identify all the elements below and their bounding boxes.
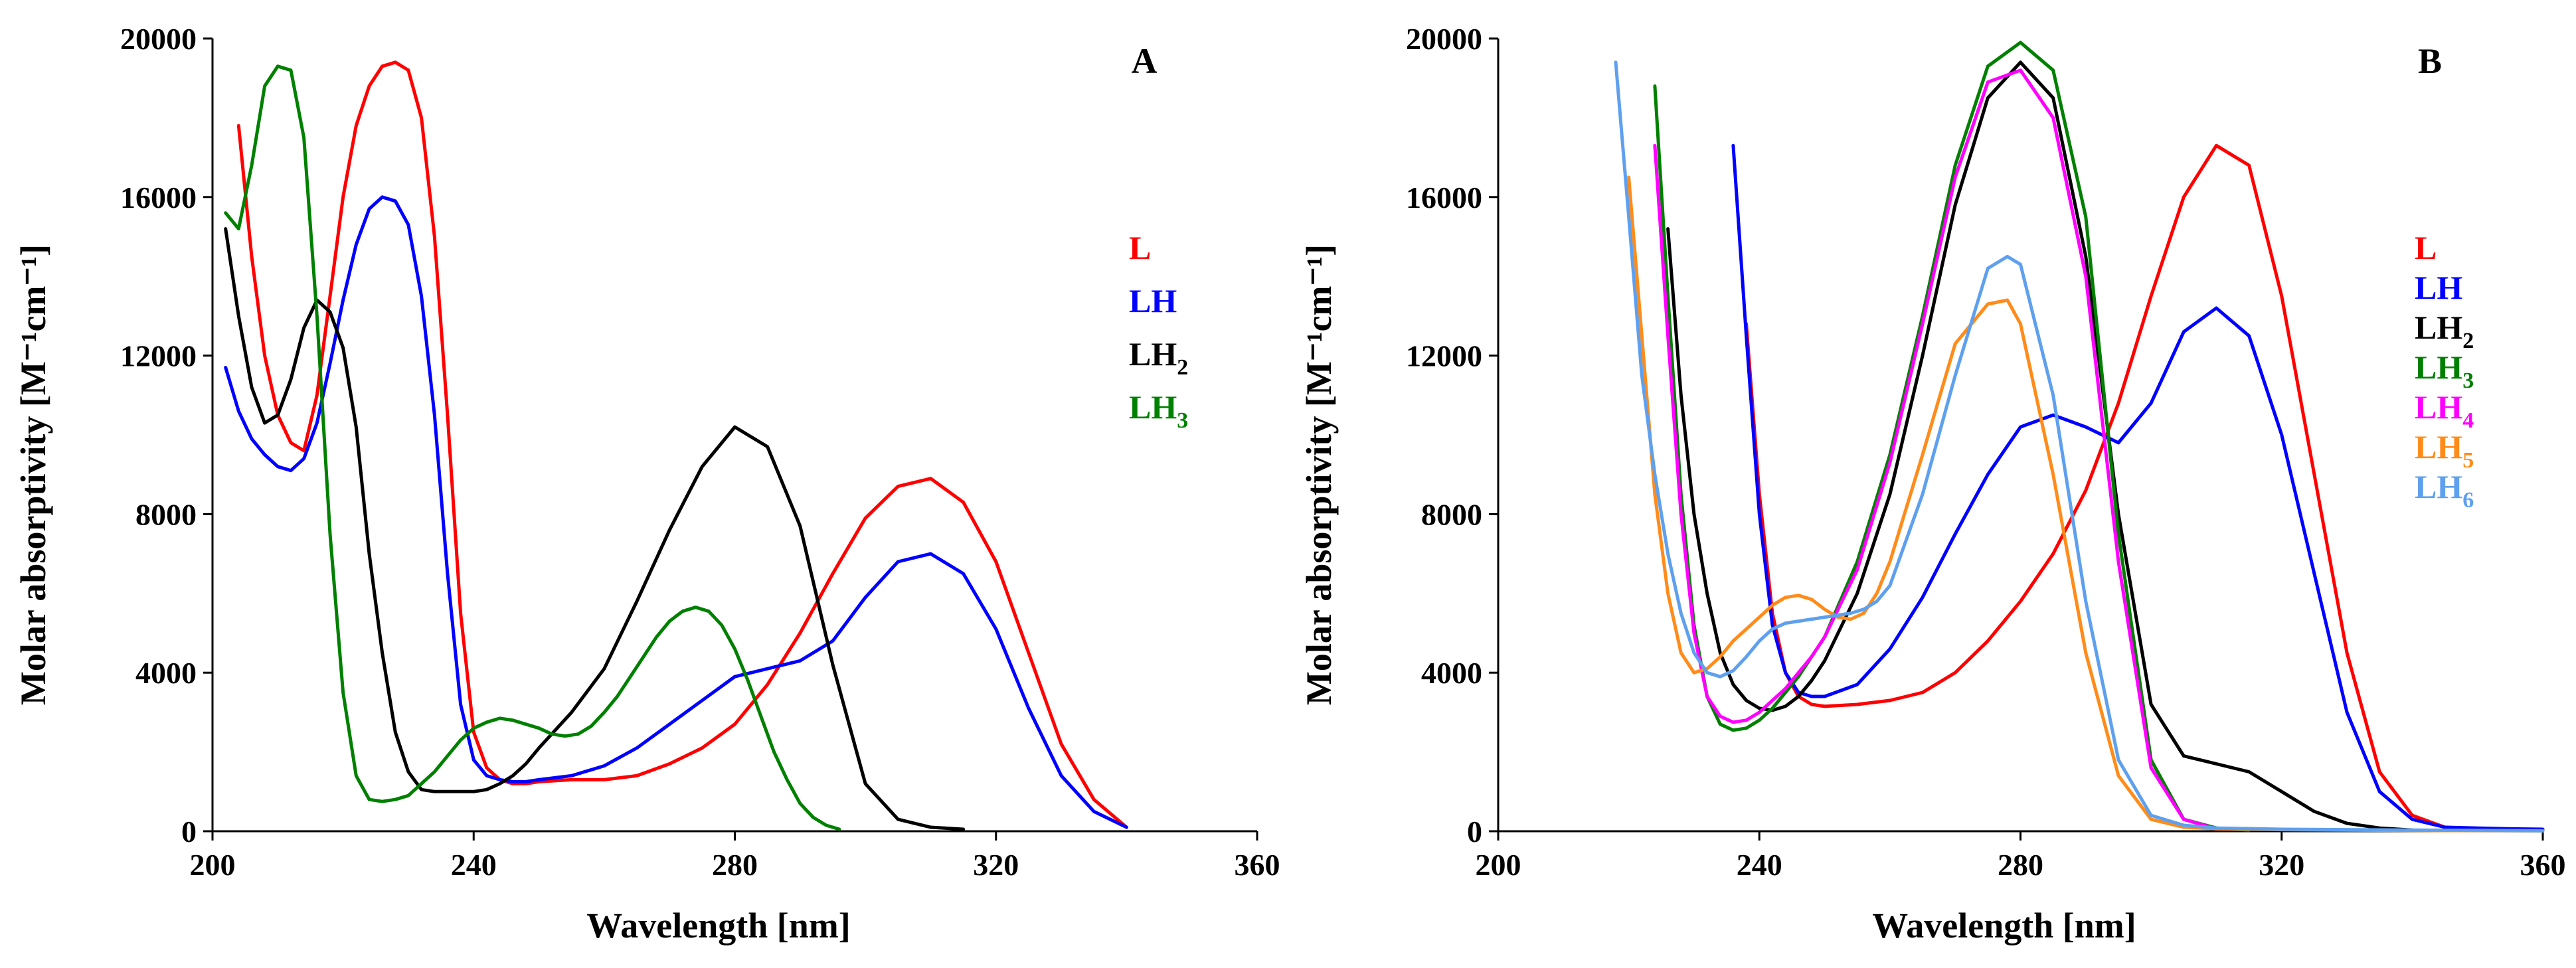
y-tick-label-a: 12000 xyxy=(120,339,197,373)
x-tick-label-b: 280 xyxy=(1998,848,2043,882)
series-a xyxy=(224,60,1128,831)
legend-entry-a-l: L xyxy=(1129,229,1151,266)
legend-subscript: 2 xyxy=(2462,329,2474,353)
y-tick-label-b: 12000 xyxy=(1406,339,1482,373)
y-tick-label-a: 4000 xyxy=(135,656,197,690)
y-axis-title-a: Molar absorptivity [M⁻¹cm⁻¹] xyxy=(13,244,53,705)
legend-entry-b-lh6: LH6 xyxy=(2415,468,2474,513)
y-tick-label-a: 8000 xyxy=(135,497,197,531)
x-tick-label-a: 280 xyxy=(712,848,758,882)
series-line-b-lh3 xyxy=(1653,40,2251,832)
series-line-b-lh xyxy=(1731,143,2545,831)
legend-subscript: 2 xyxy=(1177,355,1188,380)
x-tick-label-b: 320 xyxy=(2259,848,2304,882)
legend-entry-b-l: L xyxy=(2415,229,2437,266)
y-tick-label-b: 20000 xyxy=(1406,22,1482,56)
panel-label-a: A xyxy=(1132,41,1158,81)
x-tick-label-a: 320 xyxy=(973,848,1019,882)
series-line-a-lh2 xyxy=(224,227,966,831)
series-line-b-lh6 xyxy=(1614,60,2545,833)
series-line-b-lh5 xyxy=(1627,175,2545,833)
legend-subscript: 4 xyxy=(2462,408,2474,433)
series-b xyxy=(1614,40,2545,833)
series-line-b-lh2 xyxy=(1666,60,2414,832)
series-line-b-l xyxy=(1745,143,2545,833)
y-tick-label-b: 0 xyxy=(1467,815,1482,848)
x-tick-label-a: 360 xyxy=(1235,848,1280,882)
panel-label-b: B xyxy=(2418,41,2442,81)
x-axis-title-a: Wavelength [nm] xyxy=(586,906,851,945)
legend-entry-b-lh3: LH3 xyxy=(2415,349,2474,393)
legend-entry-b-lh: LH xyxy=(2415,269,2462,306)
series-line-a-lh3 xyxy=(224,64,841,831)
y-tick-label-a: 16000 xyxy=(120,181,197,214)
legend-a: L LH LH2 LH3 xyxy=(1129,229,1188,433)
y-tick-label-a: 20000 xyxy=(120,22,197,56)
x-tick-label-b: 200 xyxy=(1476,848,1521,882)
y-tick-label-b: 8000 xyxy=(1421,497,1482,531)
legend-entry-b-lh4: LH4 xyxy=(2415,388,2474,433)
x-tick-label-a: 240 xyxy=(451,848,497,882)
legend-subscript: 3 xyxy=(2462,368,2474,393)
panel-b: Molar absorptivity [M⁻¹cm⁻¹] Wavelength … xyxy=(1299,22,2566,945)
y-tick-label-b: 4000 xyxy=(1421,656,1482,690)
axes-a: 0 4000 8000 12000 16000 20000 200 240 280 320 360 xyxy=(120,22,1280,882)
x-tick-label-a: 200 xyxy=(190,848,236,882)
axes-b: 0 4000 8000 12000 16000 20000 200 240 280 320 360 xyxy=(1406,22,2566,882)
series-line-a-l xyxy=(236,60,1128,829)
panel-a: Molar absorptivity [M⁻¹cm⁻¹] Wavelength … xyxy=(13,22,1280,945)
legend-entry-b-lh2: LH2 xyxy=(2415,309,2474,353)
legend-entry-a-lh3: LH3 xyxy=(1129,388,1188,433)
legend-subscript: 6 xyxy=(2462,488,2474,513)
x-tick-label-b: 240 xyxy=(1737,848,1782,882)
legend-entry-b-lh5: LH5 xyxy=(2415,428,2474,473)
y-tick-label-a: 0 xyxy=(181,815,197,848)
legend-subscript: 3 xyxy=(1177,408,1188,433)
legend-entry-a-lh2: LH2 xyxy=(1129,335,1188,380)
legend-subscript: 5 xyxy=(2462,448,2474,473)
series-line-a-lh xyxy=(224,195,1128,829)
x-tick-label-b: 360 xyxy=(2520,848,2566,882)
y-tick-label-b: 16000 xyxy=(1406,181,1482,214)
legend-entry-a-lh: LH xyxy=(1129,282,1177,319)
y-axis-title-b: Molar absorptivity [M⁻¹cm⁻¹] xyxy=(1299,244,1339,705)
series-line-b-lh4 xyxy=(1653,68,2218,831)
x-axis-title-b: Wavelength [nm] xyxy=(1872,906,2136,945)
